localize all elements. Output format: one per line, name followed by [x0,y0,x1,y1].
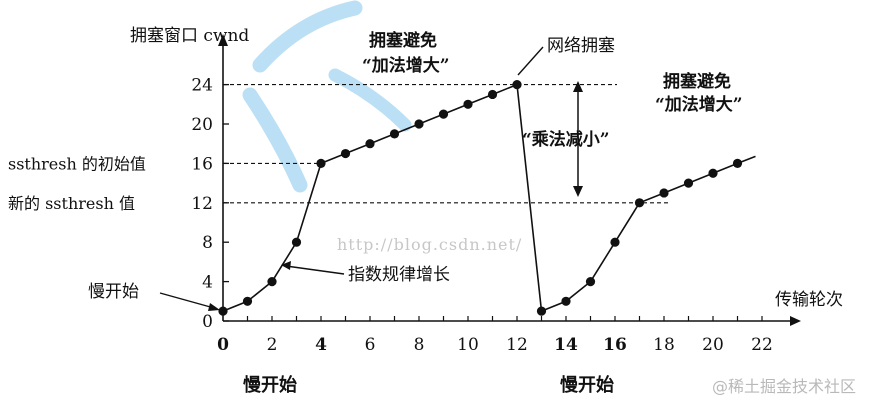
y-tick-label: 24 [191,76,213,96]
data-point [291,237,302,247]
annotation-congestion-avoid-1: 拥塞避免 [369,30,437,51]
y-axis-title: 拥塞窗口 cwnd [130,26,249,46]
data-point [340,148,351,159]
data-point [316,158,326,168]
x-axis-title: 传输轮次 [775,290,843,310]
annotation-additive-increase-2: “加法增大” [655,94,743,115]
annotation-slow-start-bottom-1: 慢开始 [243,374,297,396]
data-point [414,119,424,129]
x-tick-label: 12 [506,335,528,355]
data-point [242,296,253,306]
data-point [267,277,277,287]
watermark-stroke [252,0,363,73]
data-point [389,129,400,139]
y-tick-label: 16 [191,154,213,174]
decrease-arrow [573,81,583,197]
data-point [365,139,375,149]
x-tick-label: 18 [653,335,675,355]
x-tick-label: 8 [414,335,425,355]
data-point [585,277,596,287]
annotation-multiplicative-decrease: “乘法减小” [522,129,610,150]
data-point [487,89,498,100]
y-tick-label: 0 [202,312,213,332]
x-tick-label: 14 [554,335,578,355]
annotation-additive-increase-1: “加法增大” [362,55,450,76]
congestion-drop-line [516,84,543,312]
annotation-exponential-rule: 指数规律增长 [348,265,450,285]
data-point [659,188,669,198]
y-tick-label: 4 [202,273,213,293]
y-tick-label: 12 [191,194,213,214]
x-tick-label: 16 [603,335,627,355]
reference-line-label: ssthresh 的初始值 [8,154,146,173]
x-tick-label: 10 [457,335,479,355]
data-point [536,306,547,316]
watermark-layer: http://blog.csdn.net/ [242,0,522,254]
data-point [561,296,571,306]
x-tick-label: 6 [365,335,376,355]
annotation-congestion-avoid-2: 拥塞避免 [663,71,731,92]
data-point [683,178,694,188]
y-tick-label: 20 [191,115,213,135]
annotation-slow-start-left: 慢开始 [88,281,139,302]
data-point [708,168,718,178]
data-point [463,99,473,109]
data-point [218,306,228,316]
x-tick-label: 4 [315,335,327,355]
y-tick-label: 8 [202,233,213,253]
exponential-pointer [281,261,345,275]
x-tick-label: 22 [751,335,773,355]
congestion-pointer [517,46,544,76]
data-point [438,109,449,119]
data-point [512,80,522,90]
annotation-slow-start-bottom-2: 慢开始 [560,374,614,396]
x-tick-label: 20 [702,335,724,355]
series-line-2 [541,162,738,312]
data-point [634,198,645,208]
slow-start-pointer [159,292,220,311]
annotations: 拥塞窗口 cwnd 传输轮次 拥塞避免 “加法增大” 网络拥塞 “乘法减小” 拥… [88,26,843,396]
watermark-stroke [328,68,412,132]
watermark-url: http://blog.csdn.net/ [337,235,522,254]
footer-attribution: @稀土掘金技术社区 [711,377,856,396]
reference-line-label: 新的 ssthresh 值 [8,194,135,213]
x-tick-label: 0 [217,335,229,355]
series-layer [218,80,756,316]
series-line-extension [737,155,756,165]
y-axis-arrow [218,34,228,46]
data-point [610,237,620,247]
x-axis-arrow [790,316,801,326]
x-tick-label: 2 [267,335,278,355]
watermark-stroke [242,87,308,193]
annotation-network-congestion: 网络拥塞 [547,36,615,56]
